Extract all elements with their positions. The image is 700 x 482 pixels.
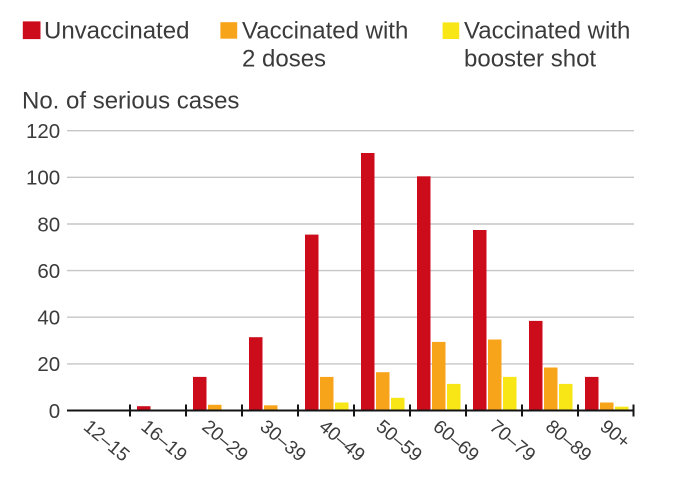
- svg-text:80: 80: [37, 213, 60, 236]
- svg-text:0: 0: [49, 400, 60, 423]
- svg-text:2 doses: 2 doses: [242, 46, 326, 73]
- svg-text:60: 60: [37, 260, 60, 283]
- svg-text:40: 40: [37, 307, 60, 330]
- svg-text:20: 20: [37, 353, 60, 376]
- svg-text:120: 120: [26, 120, 60, 143]
- svg-text:No. of serious cases: No. of serious cases: [22, 87, 239, 114]
- svg-text:booster shot: booster shot: [464, 46, 596, 73]
- svg-text:100: 100: [26, 167, 60, 190]
- svg-text:Vaccinated with: Vaccinated with: [242, 18, 408, 45]
- svg-text:Unvaccinated: Unvaccinated: [44, 18, 189, 45]
- svg-text:Vaccinated with: Vaccinated with: [464, 18, 630, 45]
